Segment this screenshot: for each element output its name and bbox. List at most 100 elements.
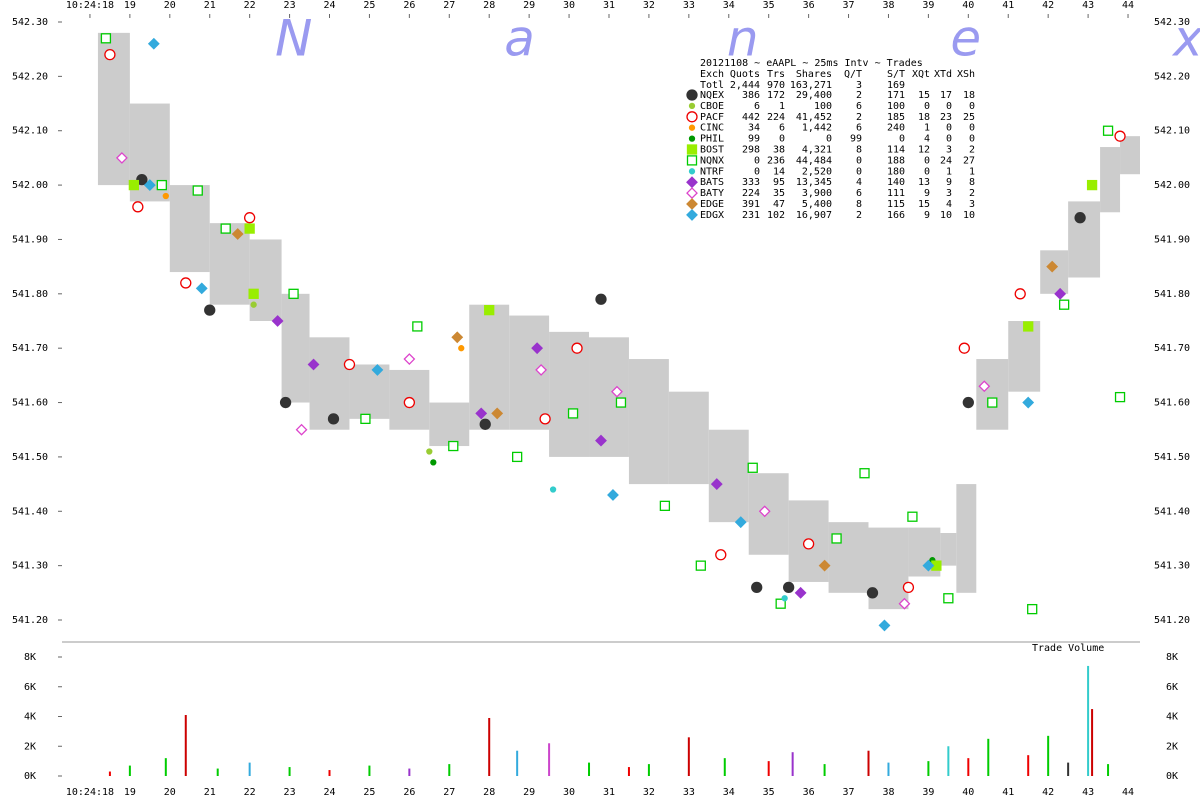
y-tick-label: 541.80: [1154, 289, 1190, 300]
x-tick-label: 37: [843, 787, 855, 798]
trade-point: [907, 511, 918, 522]
table-header: XSh: [957, 69, 975, 80]
volume-bar: [128, 765, 131, 776]
trade-point: [295, 423, 308, 436]
quote-band: [249, 239, 282, 321]
x-tick-label: 36: [803, 0, 815, 11]
legend-label: CINC: [700, 123, 724, 134]
trade-point: [479, 418, 491, 430]
table-cell: 3: [969, 199, 975, 210]
x-tick-label: 21: [204, 0, 216, 11]
x-tick-label: 20: [164, 787, 176, 798]
trade-point: [115, 151, 128, 164]
trade-point: [360, 413, 371, 425]
trade-point: [279, 396, 292, 409]
table-cell: 0: [969, 134, 975, 145]
legend-label: CBOE: [700, 101, 724, 112]
legend-label: PHIL: [700, 134, 724, 145]
trade-point: [244, 212, 256, 224]
table-cell: 2: [969, 145, 975, 156]
trade-point: [403, 353, 416, 365]
trade-point: [412, 321, 423, 332]
table-cell: 224: [767, 112, 785, 123]
trade-point: [615, 397, 627, 408]
quote-band: [1040, 250, 1069, 294]
trade-point: [484, 304, 495, 316]
y-tick-label: 541.20: [1154, 615, 1190, 626]
x-tick-label: 38: [882, 787, 894, 798]
trade-point: [802, 538, 815, 550]
table-cell: 231: [742, 210, 760, 221]
trade-point: [781, 595, 788, 602]
table-cell: 18: [918, 112, 930, 123]
x-tick-label: 19: [124, 787, 136, 798]
x-tick-label: 22: [244, 787, 256, 798]
x-tick-label: 26: [403, 787, 415, 798]
table-cell: 23: [940, 112, 952, 123]
y-tick-label: 541.60: [12, 398, 48, 409]
table-cell: 386: [742, 90, 760, 101]
trade-point: [343, 358, 356, 371]
table-cell: 115: [887, 199, 905, 210]
quote-band: [549, 331, 590, 457]
y-tick-label: 541.70: [12, 343, 48, 354]
quote-band: [281, 293, 310, 403]
volume-bar: [647, 764, 650, 776]
x-tick-label: 10:24:18: [66, 787, 114, 798]
x-tick-label: 27: [443, 0, 455, 11]
legend-marker: [686, 111, 698, 123]
table-header: Trs: [767, 69, 785, 80]
table-cell: 14: [773, 166, 785, 177]
volume-bar: [723, 758, 726, 776]
trade-point: [747, 462, 758, 473]
trade-point: [143, 179, 156, 192]
y-tick-label: 541.50: [1154, 452, 1190, 463]
volume-bar: [687, 737, 690, 776]
trade-point: [783, 581, 795, 594]
x-tick-label: 40: [962, 787, 974, 798]
y-tick-label: 541.40: [1154, 506, 1190, 517]
legend-label: EDGE: [700, 199, 724, 210]
table-cell: 99: [850, 134, 862, 145]
table-row-label: Totl: [700, 80, 724, 91]
y-tick-label: 541.90: [12, 234, 48, 245]
table-cell: 0: [924, 101, 930, 112]
x-tick-label: 30: [563, 0, 575, 11]
x-tick-label: 30: [563, 787, 575, 798]
table-cell: 163,271: [790, 80, 832, 91]
table-cell: 47: [773, 199, 785, 210]
x-tick-label: 20: [164, 0, 176, 11]
table-cell: 100: [814, 101, 832, 112]
table-cell: 188: [887, 155, 905, 166]
table-header: XQt: [912, 69, 930, 80]
y-tick-label: 541.30: [1154, 561, 1190, 572]
volume-tick-label: 8K: [24, 652, 36, 663]
trade-point: [136, 174, 148, 186]
y-tick-label: 541.50: [12, 452, 48, 463]
quote-band: [209, 223, 250, 305]
x-tick-label: 10:24:18: [66, 0, 114, 11]
trade-point: [128, 179, 140, 191]
x-tick-label: 34: [723, 787, 735, 798]
table-cell: 0: [754, 155, 760, 166]
table-cell: 9: [924, 188, 930, 199]
trade-point: [831, 533, 842, 544]
table-header: S/T: [887, 69, 905, 80]
volume-bar: [887, 762, 890, 776]
y-tick-label: 542.20: [1154, 71, 1190, 82]
trade-point: [195, 282, 208, 295]
chart-subtitle: 20121108 ~ eAAPL ~ 25ms Intv ~ Trades: [700, 58, 923, 69]
y-tick-label: 541.20: [12, 615, 48, 626]
x-tick-label: 19: [124, 0, 136, 11]
volume-bar: [1107, 764, 1110, 776]
table-cell: 2: [856, 112, 862, 123]
trade-point: [403, 396, 416, 409]
x-tick-label: 24: [323, 0, 335, 11]
table-cell: 0: [779, 134, 785, 145]
y-tick-label: 541.90: [1154, 234, 1190, 245]
quote-band: [169, 185, 210, 273]
table-cell: 18: [963, 90, 975, 101]
table-cell: 4: [856, 177, 862, 188]
x-tick-label: 33: [683, 787, 695, 798]
table-cell: 100: [887, 101, 905, 112]
